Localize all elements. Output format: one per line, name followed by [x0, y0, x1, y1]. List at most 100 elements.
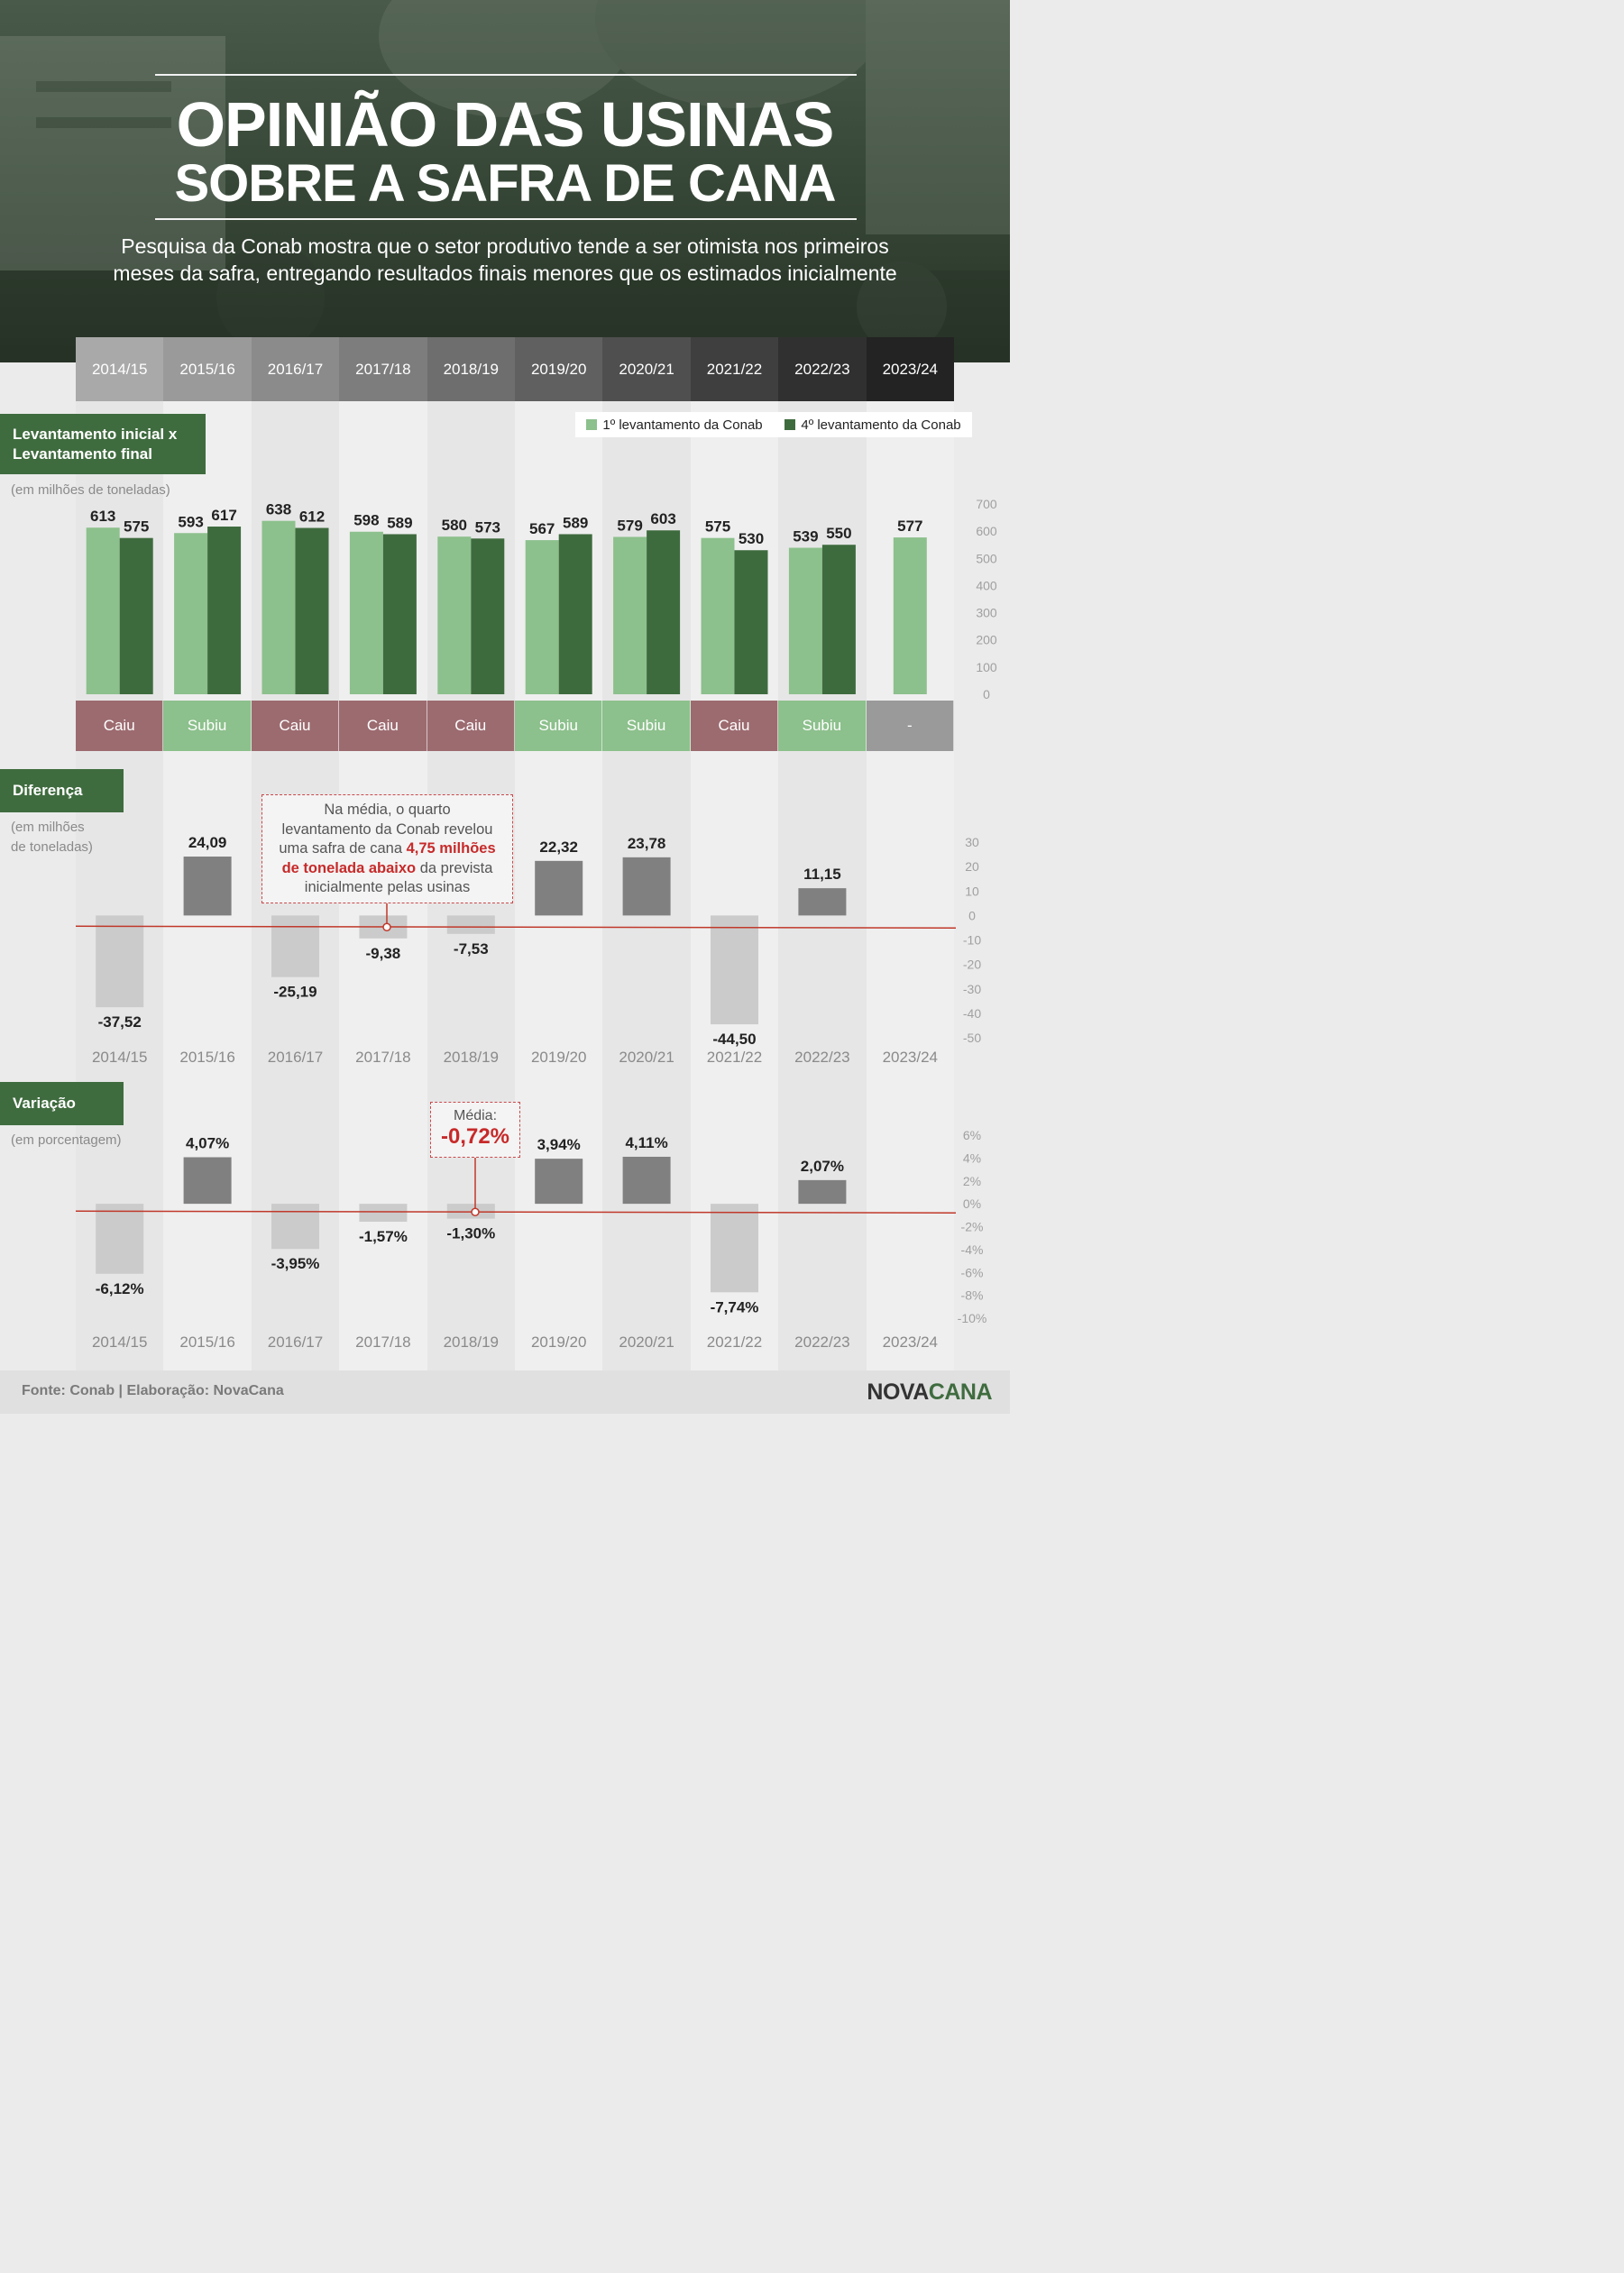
x-tick-label: 2020/21: [619, 1049, 674, 1066]
average-label: Média:: [453, 1108, 498, 1123]
x-tick-label: 2021/22: [707, 1049, 762, 1066]
y-tick-label: -20: [963, 958, 981, 972]
x-tick-label: 2019/20: [531, 1049, 586, 1066]
x-tick-label: 2016/17: [268, 1049, 323, 1066]
subtitle-line2: meses da safra, entregando resultados fi…: [113, 261, 897, 285]
chart-legend: 1º levantamento da Conab 4º levantamento…: [575, 412, 972, 437]
legend-item-first: 1º levantamento da Conab: [586, 417, 763, 433]
chart-diferenca: 30 20 10 0 -10 -20 -30 -40 -50 -37,52 24,09 -25,19 -…: [75, 834, 981, 1066]
year-header-cell: 2017/18: [339, 337, 427, 401]
y-tick-label: 4%: [963, 1150, 981, 1165]
y-tick-label: 0: [983, 687, 990, 701]
bar-value-label: 573: [475, 518, 500, 536]
positive-bar: [798, 1179, 847, 1205]
x-tick-label: 2016/17: [268, 1334, 323, 1351]
x-tick-label: 2018/19: [444, 1334, 499, 1351]
negative-bar: [359, 1204, 408, 1223]
section-label-variacao: Variação: [0, 1082, 124, 1125]
status-cell: Caiu: [251, 701, 340, 751]
year-header-row: 2014/15 2015/16 2016/17 2017/18 2018/19 2019/…: [76, 337, 954, 401]
x-tick-label: 2014/15: [92, 1049, 147, 1066]
legend-label-first: 1º levantamento da Conab: [602, 417, 763, 433]
y-tick-label: -6%: [961, 1265, 984, 1279]
bar-fourth-survey: [207, 527, 242, 694]
x-tick-label: 2021/22: [707, 1334, 762, 1351]
bar-fourth-survey: [295, 527, 329, 694]
status-cell: -: [866, 701, 954, 751]
bar-value-label: 530: [739, 530, 764, 547]
y-tick-label: 400: [976, 578, 997, 592]
bar-fourth-survey: [382, 534, 417, 694]
bar-value-label: 593: [178, 513, 203, 530]
year-header-cell: 2022/23: [778, 337, 867, 401]
source-credit: Fonte: Conab | Elaboração: NovaCana: [22, 1383, 284, 1398]
year-header-cell: 2014/15: [76, 337, 164, 401]
brand-logo-nova: NOVA: [867, 1379, 929, 1405]
chart-levantamento: 0 100 200 300 400 500 600 700 613 575 593 617 638 612…: [86, 497, 997, 701]
page-subtitle: Pesquisa da Conab mostra que o setor pro…: [54, 233, 956, 287]
bar-first-survey: [701, 537, 735, 694]
y-tick-label: -10%: [958, 1311, 987, 1325]
note-line3-text: uma safra de cana: [279, 840, 407, 857]
y-tick-label: 100: [976, 660, 997, 674]
bar-value-label: 589: [563, 514, 588, 531]
y-tick-label: 6%: [963, 1128, 981, 1142]
status-cell: Subiu: [778, 701, 867, 751]
bar-value-label: 638: [266, 501, 291, 518]
y-tick-label: 30: [965, 835, 979, 849]
y-tick-label: -4%: [961, 1242, 984, 1257]
bar-value-label: 603: [650, 510, 675, 527]
bar-fourth-survey: [119, 537, 153, 694]
section-label-diferenca: Diferença: [0, 769, 124, 812]
y-tick-label: 20: [965, 859, 979, 874]
footer: Fonte: Conab | Elaboração: NovaCana NOVA…: [0, 1370, 1010, 1414]
bar-first-survey: [261, 520, 296, 694]
positive-bar: [535, 1159, 583, 1205]
bar-value-label: 589: [387, 514, 412, 531]
average-difference-note: Na média, o quarto levantamento da Conab…: [261, 794, 513, 903]
bar-first-survey: [613, 536, 647, 694]
mean-marker: [382, 922, 391, 932]
bar-value-label: 11,15: [803, 866, 841, 883]
legend-label-fourth: 4º levantamento da Conab: [801, 417, 961, 433]
mean-line: [75, 925, 957, 930]
note-line4-highlight: de tonelada abaixo: [281, 859, 417, 876]
y-tick-label: 2%: [963, 1174, 981, 1188]
y-tick-label: 500: [976, 551, 997, 565]
bar-value-label: 577: [897, 518, 922, 535]
chart-variacao: 6% 4% 2% 0% -2% -4% -6% -8% -10% -6,12% 4,07% -3,95…: [75, 1128, 987, 1351]
bar-value-label: 598: [353, 512, 379, 529]
column-band: [690, 362, 779, 1370]
bar-value-label: -1,30%: [446, 1225, 495, 1242]
bar-value-label: 4,11%: [625, 1134, 667, 1151]
y-tick-label: -2%: [961, 1220, 984, 1234]
bar-value-label: -25,19: [273, 984, 317, 1001]
x-tick-label: 2023/24: [883, 1049, 938, 1066]
status-cell: Subiu: [163, 701, 252, 751]
average-value: -0,72%: [440, 1124, 510, 1149]
bar-value-label: 613: [90, 508, 115, 525]
x-tick-label: 2023/24: [883, 1334, 938, 1351]
bar-value-label: -7,53: [454, 940, 489, 958]
negative-bar: [96, 1204, 144, 1274]
bar-value-label: -3,95%: [271, 1255, 320, 1272]
status-cell: Subiu: [515, 701, 603, 751]
bar-value-label: 24,09: [188, 834, 227, 851]
x-tick-label: 2020/21: [619, 1334, 674, 1351]
column-band: [866, 362, 954, 1370]
header-banner: OPINIÃO DAS USINAS SOBRE A SAFRA DE CANA…: [0, 0, 1010, 362]
y-tick-label: 10: [965, 884, 979, 898]
bar-fourth-survey: [821, 545, 856, 694]
bar-value-label: 575: [705, 518, 730, 536]
diferenca-unit-line1: (em milhões: [11, 820, 85, 835]
negative-bar: [711, 915, 758, 1025]
positive-bar: [798, 888, 847, 916]
bar-fourth-survey: [558, 534, 592, 694]
bar-value-label: 612: [299, 509, 325, 526]
page-title-line1: OPINIÃO DAS USINAS: [176, 89, 835, 160]
brand-logo: NOVACANA: [867, 1379, 992, 1406]
x-tick-label: 2019/20: [531, 1334, 586, 1351]
x-tick-label: 2018/19: [444, 1049, 499, 1066]
bar-value-label: -37,52: [98, 1013, 142, 1031]
y-tick-label: 0%: [963, 1196, 981, 1211]
